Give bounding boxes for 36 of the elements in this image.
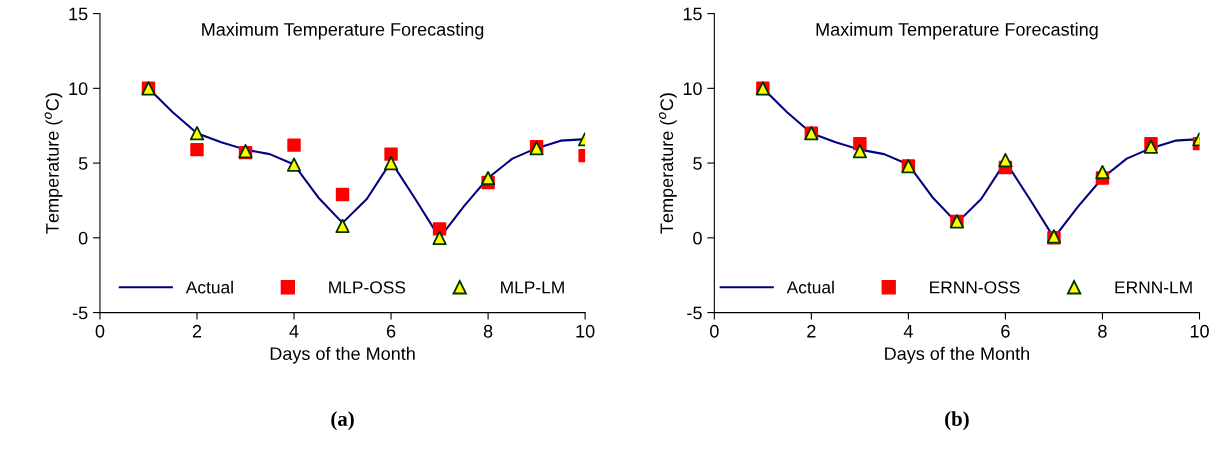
text: (a) [331, 411, 354, 431]
x-tick-label: 2 [192, 324, 202, 338]
legend-label: Actual [786, 280, 834, 294]
x-tick-label: 6 [1001, 324, 1010, 338]
x-tick-label: 2 [807, 324, 816, 338]
text: (b) [945, 411, 969, 431]
legend-label: MLP-LM [501, 281, 564, 294]
x-axis-title: Days of the Month [270, 346, 415, 364]
y-axis-title: Temperature ($^{o}$C) [44, 93, 63, 234]
x-tick-label: 8 [1098, 324, 1107, 338]
chart-title: Maximum Temperature Forecasting [816, 22, 1098, 40]
legend-label: MLP-OSS [329, 281, 406, 294]
y-tick-label: 10 [69, 82, 88, 96]
x-tick-label: 10 [1190, 324, 1209, 338]
x-tick-label: 10 [576, 324, 595, 338]
legend-label: ERNN-LM [1115, 281, 1192, 294]
chart-title: Maximum Temperature Forecasting [202, 22, 484, 40]
x-tick-label: 0 [710, 324, 719, 338]
x-tick-label: 0 [95, 324, 105, 338]
x-tick-label: 6 [386, 324, 396, 338]
x-tick-label: 4 [289, 325, 299, 338]
legend-label: ERNN-OSS [930, 281, 1020, 294]
y-tick-label: 5 [78, 157, 88, 170]
x-tick-label: 4 [903, 325, 913, 338]
legend-label: Actual [185, 280, 233, 294]
y-tick-label: -5 [687, 306, 702, 320]
y-tick-label: 15 [683, 7, 702, 21]
y-tick-label: 15 [69, 7, 88, 21]
x-axis-title: Days of the Month [885, 346, 1030, 364]
y-tick-label: 5 [693, 157, 702, 170]
y-axis-title: Temperature ($^{o}$C) [659, 93, 677, 234]
y-tick-label: 0 [78, 231, 88, 245]
y-tick-label: -5 [72, 306, 88, 320]
y-tick-label: 10 [683, 82, 702, 96]
y-tick-label: 0 [693, 231, 702, 245]
x-tick-label: 8 [483, 324, 493, 338]
